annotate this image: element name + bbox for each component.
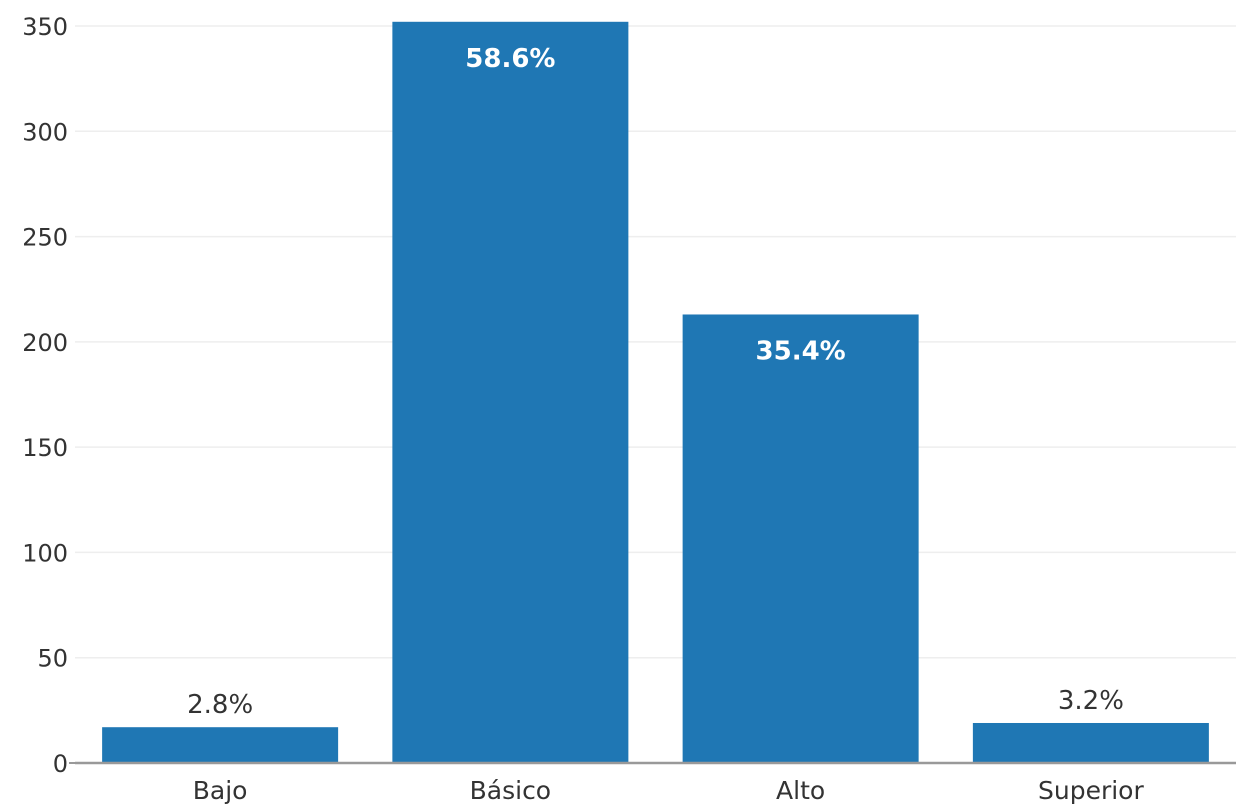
data-label: 3.2% [1058, 686, 1124, 716]
bar-alto [682, 314, 919, 763]
axes: 0 50 100 150 200 250 300 350 Bajo Básico Alto Super… [22, 13, 1236, 805]
y-tick-label: 350 [22, 13, 68, 41]
y-tick-label: 300 [22, 118, 68, 146]
y-tick-label: 200 [22, 329, 68, 357]
x-tick-label: Superior [1038, 776, 1144, 805]
y-tick-label: 100 [22, 539, 68, 567]
bar-básico [392, 21, 629, 763]
x-tick-label: Alto [776, 776, 825, 805]
y-tick-label: 150 [22, 434, 68, 462]
data-label: 58.6% [465, 44, 555, 74]
y-tick-label: 50 [37, 645, 68, 673]
bars [102, 21, 1209, 763]
x-tick-label: Bajo [193, 776, 248, 805]
y-tick-label: 250 [22, 224, 68, 252]
x-tick-label: Básico [470, 776, 551, 805]
y-tick-label: 0 [53, 750, 68, 778]
data-label: 2.8% [187, 690, 253, 720]
data-labels: 2.8% 58.6% 35.4% 3.2% [187, 44, 1124, 720]
data-label: 35.4% [756, 336, 846, 366]
bar-bajo [102, 727, 339, 763]
grid-lines [75, 25, 1236, 659]
bar-superior [972, 722, 1209, 763]
